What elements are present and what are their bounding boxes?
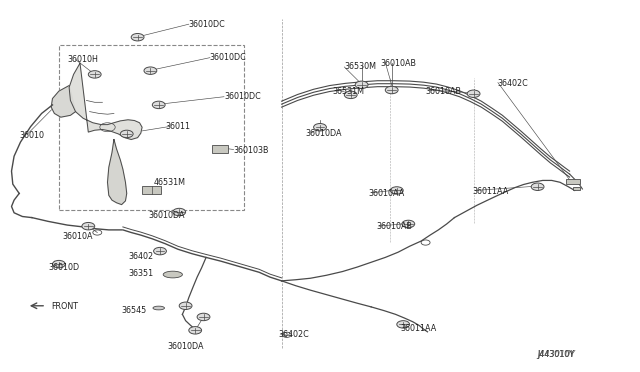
Text: 36011AA: 36011AA <box>472 187 509 196</box>
Text: 36010AA: 36010AA <box>368 189 404 198</box>
Text: 36010DA: 36010DA <box>306 129 342 138</box>
Circle shape <box>314 124 326 131</box>
Text: 36010DA: 36010DA <box>168 342 204 351</box>
Text: 36402: 36402 <box>128 252 153 261</box>
Circle shape <box>52 260 65 268</box>
Circle shape <box>344 91 357 99</box>
Circle shape <box>152 101 165 109</box>
Circle shape <box>531 183 544 190</box>
Circle shape <box>390 187 403 194</box>
Text: 36010DC: 36010DC <box>224 92 260 101</box>
Polygon shape <box>108 140 127 205</box>
Bar <box>212 145 228 153</box>
Circle shape <box>144 67 157 74</box>
Circle shape <box>355 81 368 89</box>
Circle shape <box>131 33 144 41</box>
Text: 46531M: 46531M <box>154 178 186 187</box>
Circle shape <box>173 208 186 216</box>
Text: 36402C: 36402C <box>498 79 529 88</box>
Ellipse shape <box>153 306 164 310</box>
Text: 36010AB: 36010AB <box>426 87 461 96</box>
Text: 36402C: 36402C <box>278 330 309 339</box>
Circle shape <box>385 86 398 94</box>
Circle shape <box>88 71 101 78</box>
Circle shape <box>397 321 410 328</box>
Text: FRONT: FRONT <box>51 302 78 311</box>
Ellipse shape <box>163 271 182 278</box>
Text: 36010DA: 36010DA <box>148 211 185 220</box>
Circle shape <box>120 130 133 138</box>
Text: 36010AB: 36010AB <box>376 222 412 231</box>
Circle shape <box>82 222 95 230</box>
Circle shape <box>189 327 202 334</box>
Text: 36010AB: 36010AB <box>381 59 417 68</box>
Text: 36545: 36545 <box>122 306 147 315</box>
Circle shape <box>154 247 166 255</box>
Polygon shape <box>69 63 142 140</box>
Text: 36010DC: 36010DC <box>189 20 225 29</box>
Circle shape <box>197 313 210 321</box>
Text: 36011AA: 36011AA <box>400 324 436 333</box>
Text: 36010: 36010 <box>19 131 44 140</box>
Text: 36531M: 36531M <box>333 87 365 96</box>
Polygon shape <box>51 86 76 117</box>
Text: 36351: 36351 <box>128 269 153 278</box>
Bar <box>142 186 161 194</box>
Circle shape <box>467 90 480 97</box>
Text: 36530M: 36530M <box>344 62 376 71</box>
Text: J443010Y: J443010Y <box>538 350 575 359</box>
Text: J443010Y: J443010Y <box>538 350 575 359</box>
Circle shape <box>179 302 192 310</box>
Bar <box>566 179 580 184</box>
Text: 36010D: 36010D <box>48 263 79 272</box>
Text: 36010DC: 36010DC <box>210 53 246 62</box>
Text: 36010A: 36010A <box>63 232 93 241</box>
Bar <box>573 187 580 190</box>
Text: 36011: 36011 <box>165 122 190 131</box>
Circle shape <box>402 220 415 228</box>
Text: 36010H: 36010H <box>67 55 98 64</box>
Text: 360103B: 360103B <box>234 146 269 155</box>
